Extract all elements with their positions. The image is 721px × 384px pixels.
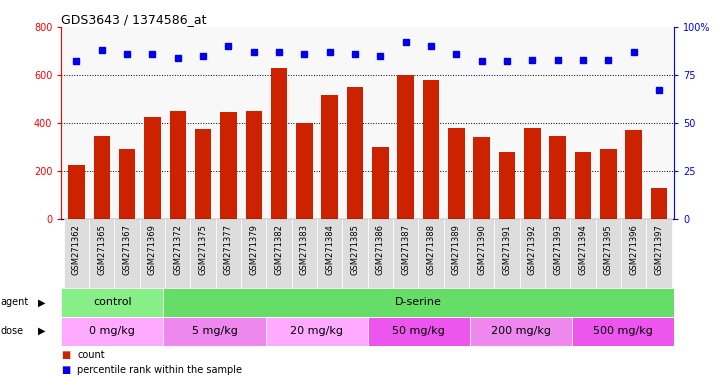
Text: GSM271372: GSM271372	[173, 224, 182, 275]
Bar	[265, 317, 368, 346]
Text: GSM271382: GSM271382	[275, 224, 283, 275]
Bar	[600, 149, 616, 219]
Bar	[646, 219, 671, 288]
Bar	[64, 219, 89, 288]
Bar	[596, 219, 621, 288]
Bar	[165, 219, 190, 288]
Bar	[393, 219, 418, 288]
Text: D-serine: D-serine	[395, 297, 442, 308]
Bar	[347, 87, 363, 219]
Text: GSM271392: GSM271392	[528, 224, 537, 275]
Bar	[520, 219, 545, 288]
Text: 200 mg/kg: 200 mg/kg	[491, 326, 551, 336]
Text: agent: agent	[1, 297, 29, 308]
Bar	[625, 130, 642, 219]
Text: GSM271367: GSM271367	[123, 224, 132, 275]
Text: GSM271393: GSM271393	[553, 224, 562, 275]
Text: GSM271362: GSM271362	[72, 224, 81, 275]
Text: GSM271384: GSM271384	[325, 224, 335, 275]
Bar	[372, 147, 389, 219]
Bar	[621, 219, 646, 288]
Text: percentile rank within the sample: percentile rank within the sample	[77, 366, 242, 376]
Text: GSM271397: GSM271397	[655, 224, 663, 275]
Bar	[549, 136, 566, 219]
Bar	[423, 80, 439, 219]
Bar	[94, 136, 110, 219]
Bar	[296, 123, 313, 219]
Bar	[115, 219, 140, 288]
Text: GSM271379: GSM271379	[249, 224, 258, 275]
Text: GSM271386: GSM271386	[376, 224, 385, 275]
Bar	[524, 127, 541, 219]
Bar	[651, 188, 667, 219]
Bar	[499, 152, 516, 219]
Bar	[322, 95, 338, 219]
Bar	[68, 165, 84, 219]
Text: GSM271377: GSM271377	[224, 224, 233, 275]
Bar	[570, 219, 596, 288]
Bar	[292, 219, 317, 288]
Bar	[89, 219, 115, 288]
Text: GSM271394: GSM271394	[578, 224, 588, 275]
Text: GSM271365: GSM271365	[97, 224, 106, 275]
Bar	[443, 219, 469, 288]
Text: dose: dose	[1, 326, 24, 336]
Text: 50 mg/kg: 50 mg/kg	[392, 326, 446, 336]
Bar	[470, 317, 572, 346]
Bar	[164, 288, 674, 317]
Bar	[169, 111, 186, 219]
Bar	[545, 219, 570, 288]
Bar	[61, 317, 164, 346]
Text: ▶: ▶	[37, 297, 45, 308]
Text: GDS3643 / 1374586_at: GDS3643 / 1374586_at	[61, 13, 207, 26]
Bar	[418, 219, 443, 288]
Text: 0 mg/kg: 0 mg/kg	[89, 326, 136, 336]
Text: GSM271385: GSM271385	[350, 224, 360, 275]
Text: control: control	[93, 297, 132, 308]
Text: GSM271383: GSM271383	[300, 224, 309, 275]
Bar	[246, 111, 262, 219]
Bar	[397, 75, 414, 219]
Bar	[164, 317, 265, 346]
Text: GSM271387: GSM271387	[401, 224, 410, 275]
Bar	[469, 219, 495, 288]
Text: 500 mg/kg: 500 mg/kg	[593, 326, 653, 336]
Bar	[495, 219, 520, 288]
Text: ▶: ▶	[37, 326, 45, 336]
Bar	[144, 117, 161, 219]
Bar	[119, 149, 136, 219]
Text: count: count	[77, 350, 105, 360]
Bar	[572, 317, 674, 346]
Bar	[220, 112, 236, 219]
Bar	[271, 68, 287, 219]
Text: GSM271369: GSM271369	[148, 224, 157, 275]
Bar	[61, 288, 164, 317]
Bar	[190, 219, 216, 288]
Bar	[474, 137, 490, 219]
Text: ■: ■	[61, 366, 71, 376]
Text: GSM271391: GSM271391	[503, 224, 511, 275]
Text: GSM271389: GSM271389	[452, 224, 461, 275]
Bar	[342, 219, 368, 288]
Bar	[241, 219, 267, 288]
Bar	[575, 152, 591, 219]
Bar	[267, 219, 292, 288]
Bar	[140, 219, 165, 288]
Text: GSM271395: GSM271395	[603, 224, 613, 275]
Text: 5 mg/kg: 5 mg/kg	[192, 326, 237, 336]
Bar	[368, 317, 470, 346]
Bar	[317, 219, 342, 288]
Bar	[368, 219, 393, 288]
Text: 20 mg/kg: 20 mg/kg	[290, 326, 343, 336]
Bar	[216, 219, 241, 288]
Text: ■: ■	[61, 350, 71, 360]
Text: GSM271390: GSM271390	[477, 224, 486, 275]
Bar	[448, 127, 464, 219]
Text: GSM271396: GSM271396	[629, 224, 638, 275]
Bar	[195, 129, 211, 219]
Text: GSM271375: GSM271375	[198, 224, 208, 275]
Text: GSM271388: GSM271388	[427, 224, 435, 275]
